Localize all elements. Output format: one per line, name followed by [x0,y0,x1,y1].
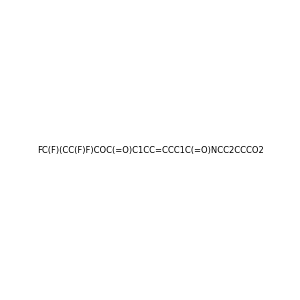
Text: FC(F)(CC(F)F)COC(=O)C1CC=CCC1C(=O)NCC2CCCO2: FC(F)(CC(F)F)COC(=O)C1CC=CCC1C(=O)NCC2CC… [37,146,263,154]
